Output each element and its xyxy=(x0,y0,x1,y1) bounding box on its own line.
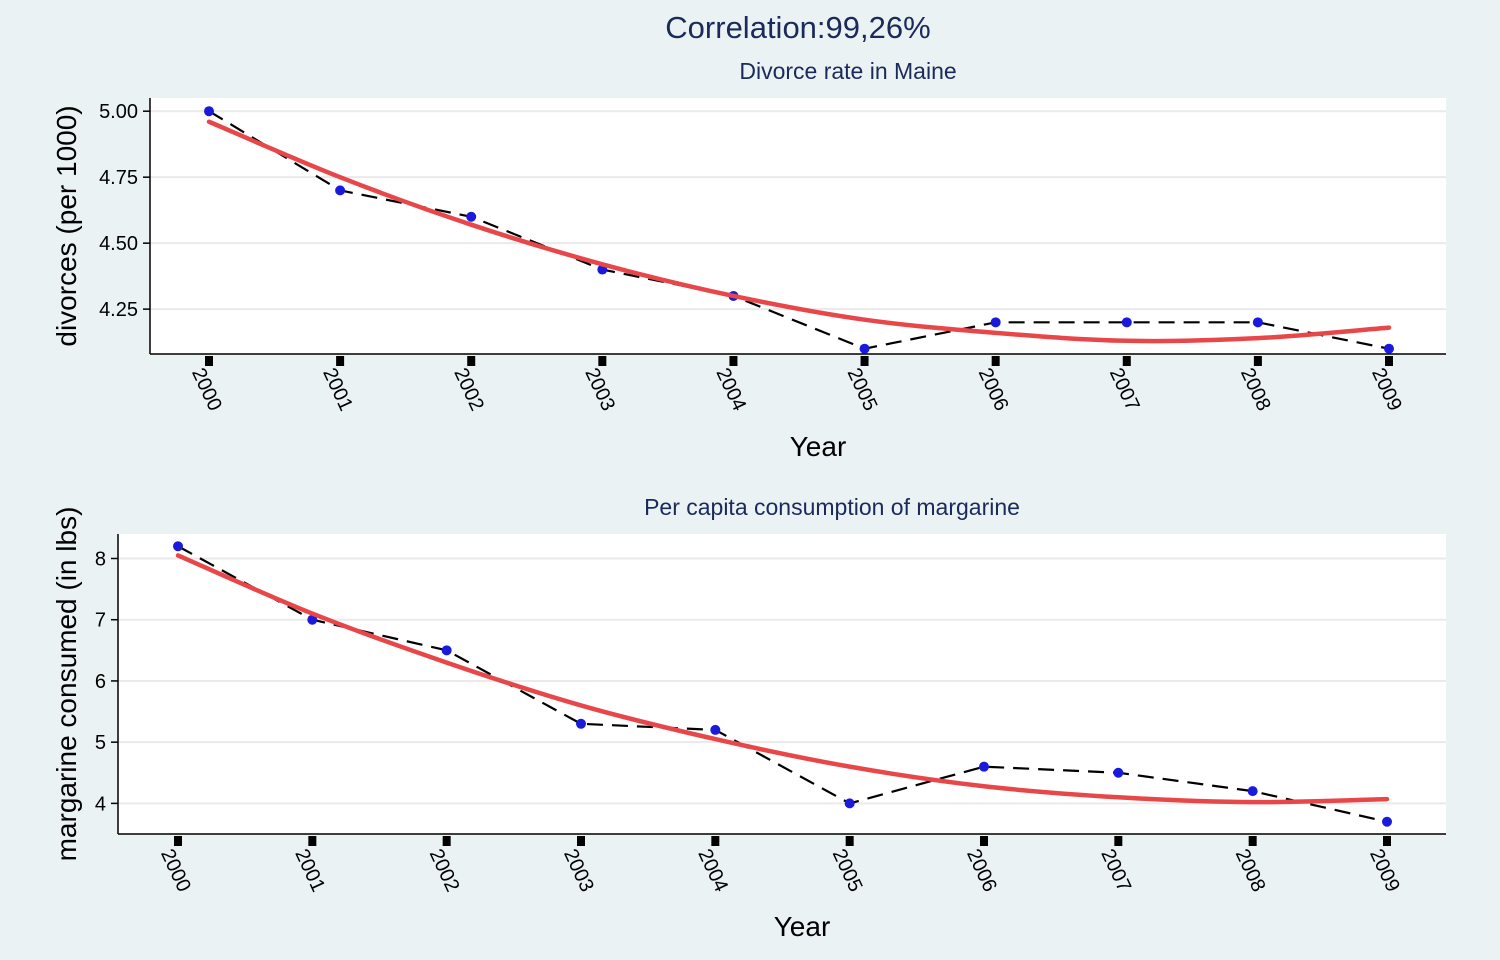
data-point xyxy=(335,185,346,196)
data-point xyxy=(710,724,721,735)
data-point xyxy=(576,718,586,729)
x-tick-label: 2000 xyxy=(187,365,226,415)
x-tick-label: 2003 xyxy=(559,846,598,896)
x-tick-label: 2005 xyxy=(843,365,882,415)
x-axis-label: Year xyxy=(790,431,847,462)
x-tick-mark xyxy=(442,836,451,846)
data-point xyxy=(1113,767,1124,778)
y-tick-label: 5.00 xyxy=(99,101,138,123)
x-tick-mark xyxy=(174,836,182,846)
x-tick-label: 2004 xyxy=(693,846,732,896)
x-tick-mark xyxy=(711,836,720,846)
data-point xyxy=(307,614,318,625)
x-tick-mark xyxy=(845,836,854,846)
main-title: Correlation:99,26% xyxy=(665,10,931,45)
x-tick-label: 2000 xyxy=(156,846,195,896)
x-tick-label: 2002 xyxy=(425,846,464,896)
data-point xyxy=(859,343,870,354)
data-point xyxy=(1384,343,1394,354)
data-point xyxy=(1382,816,1392,827)
plot-area xyxy=(118,534,1446,834)
y-tick-label: 5 xyxy=(95,732,106,754)
data-point xyxy=(441,645,452,656)
x-tick-mark xyxy=(336,356,345,366)
x-tick-mark xyxy=(1248,836,1257,846)
x-tick-label: 2008 xyxy=(1231,846,1270,896)
panel-title: Divorce rate in Maine xyxy=(739,58,956,84)
x-tick-label: 2006 xyxy=(974,365,1013,415)
x-tick-label: 2009 xyxy=(1365,846,1404,896)
data-point xyxy=(990,317,1001,328)
data-point xyxy=(466,211,477,222)
y-tick-label: 4.25 xyxy=(99,299,138,321)
plot-area xyxy=(150,98,1446,354)
data-point xyxy=(844,798,855,809)
x-tick-mark xyxy=(1385,356,1393,366)
data-line xyxy=(177,545,1388,823)
x-tick-mark xyxy=(1253,356,1262,366)
data-point xyxy=(173,541,183,552)
y-tick-label: 4.50 xyxy=(99,233,138,255)
y-tick-label: 4 xyxy=(95,793,106,815)
x-tick-label: 2003 xyxy=(580,365,619,415)
y-axis-label: margarine consumed (in lbs) xyxy=(51,507,82,862)
x-tick-label: 2009 xyxy=(1367,365,1406,415)
x-tick-label: 2001 xyxy=(290,846,329,896)
x-tick-mark xyxy=(577,836,585,846)
data-point xyxy=(1121,317,1132,328)
y-tick-label: 6 xyxy=(95,671,106,693)
x-tick-label: 2004 xyxy=(712,365,751,415)
data-point xyxy=(979,761,989,772)
data-point xyxy=(204,106,214,117)
x-tick-mark xyxy=(860,356,869,366)
y-tick-label: 4.75 xyxy=(99,167,138,189)
x-tick-label: 2008 xyxy=(1236,365,1275,415)
panel-1: Divorce rate in Maine 5.00 4.75 4.50 4.25 200… xyxy=(51,58,1446,462)
x-tick-mark xyxy=(991,356,1000,366)
x-tick-label: 2006 xyxy=(962,846,1001,896)
x-tick-mark xyxy=(1114,836,1123,846)
data-line xyxy=(208,110,1390,350)
x-tick-label: 2007 xyxy=(1096,846,1135,896)
x-tick-mark xyxy=(598,356,607,366)
panel-2: Per capita consumption of margarine 8 7 6 5 4… xyxy=(51,494,1446,942)
data-point xyxy=(1247,786,1258,797)
x-tick-mark xyxy=(980,836,988,846)
x-tick-label: 2001 xyxy=(318,365,357,415)
x-axis-label: Year xyxy=(774,911,831,942)
fit-line xyxy=(175,553,1390,805)
y-tick-label: 7 xyxy=(95,610,106,632)
x-tick-mark xyxy=(308,836,317,846)
data-point xyxy=(1252,317,1263,328)
x-tick-label: 2002 xyxy=(449,365,488,415)
x-tick-mark xyxy=(205,356,213,366)
x-tick-mark xyxy=(1122,356,1131,366)
x-tick-label: 2007 xyxy=(1105,365,1144,415)
panel-title: Per capita consumption of margarine xyxy=(644,494,1020,520)
x-tick-label: 2005 xyxy=(828,846,867,896)
x-tick-mark xyxy=(1383,836,1391,846)
x-tick-mark xyxy=(729,356,738,366)
y-tick-label: 8 xyxy=(95,548,106,570)
x-tick-mark xyxy=(467,356,476,366)
fit-line xyxy=(206,119,1392,344)
y-axis-label: divorces (per 1000) xyxy=(51,105,82,346)
